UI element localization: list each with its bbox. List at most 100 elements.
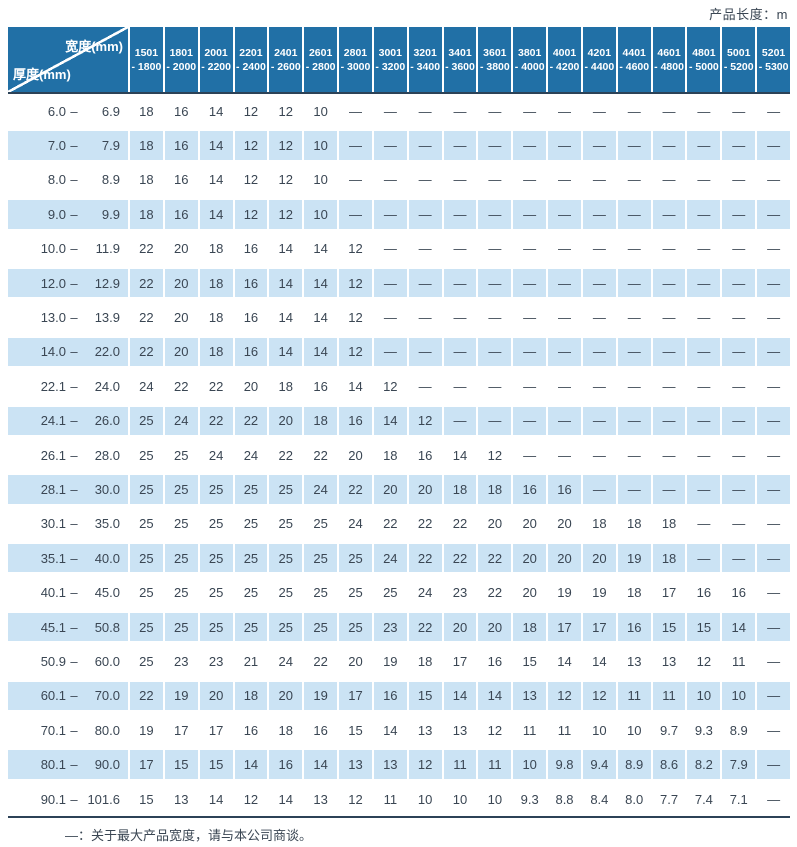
length-value-cell: 14 <box>348 378 363 394</box>
column-header-cell: 3001- 3200 <box>373 27 407 92</box>
no-product-dash-cell: — <box>767 791 781 807</box>
row-header-cell: 12.0–12.9 <box>8 265 128 301</box>
length-value-cell: 12 <box>696 653 712 669</box>
no-product-dash-cell: — <box>662 172 676 188</box>
length-value-cell: 18 <box>626 516 642 532</box>
length-value-cell: 10 <box>452 791 468 807</box>
column-header-top-line: 3201 <box>413 46 437 59</box>
length-value-cell: 22 <box>130 678 163 714</box>
length-value-cell: 22 <box>383 516 398 532</box>
length-value-cell: 14 <box>208 791 224 807</box>
length-value-cell: 13 <box>417 722 433 738</box>
no-product-dash-cell: — <box>732 310 746 326</box>
no-product-dash-cell: — <box>488 310 502 326</box>
length-value-cell: 12 <box>383 378 398 394</box>
no-product-dash-cell: — <box>627 447 641 463</box>
length-value-cell: 25 <box>383 585 398 601</box>
length-value-cell: 16 <box>234 334 268 370</box>
no-product-dash-cell: — <box>558 310 572 326</box>
length-value-cell: 11 <box>617 678 651 714</box>
length-value-cell: 14 <box>722 609 756 645</box>
no-product-dash-cell: — <box>548 128 581 163</box>
column-header-cell: 2201- 2400 <box>234 27 268 92</box>
length-value-cell: 17 <box>208 722 224 738</box>
no-product-dash-cell: — <box>627 172 641 188</box>
range-separator: – <box>70 619 78 635</box>
length-value-cell: 25 <box>339 609 372 645</box>
column-header-bottom-line: - 4600 <box>619 60 650 73</box>
length-value-cell: 18 <box>626 585 642 601</box>
row-header-cell: 13.0–13.9 <box>8 300 128 334</box>
length-value-cell: 12 <box>234 197 268 232</box>
column-header-bottom-line: - 4200 <box>549 60 580 73</box>
length-value-cell: 12 <box>348 241 363 257</box>
length-value-cell: 12 <box>348 791 363 807</box>
length-value-cell: 11 <box>383 791 398 807</box>
length-value-cell: 14 <box>478 678 512 714</box>
column-header-cell: 4201- 4400 <box>582 27 616 92</box>
no-product-dash-cell: — <box>757 403 790 438</box>
no-product-dash-cell: — <box>697 103 711 119</box>
no-product-dash-cell: — <box>373 197 407 232</box>
range-separator: – <box>70 481 78 497</box>
no-product-dash-cell: — <box>757 747 790 782</box>
table-row: 9.0–9.9 18 16 14 12 12 10— — — — — — — — — — — — — <box>8 197 790 232</box>
no-product-dash-cell: — <box>443 197 477 232</box>
length-value-cell: 18 <box>592 516 607 532</box>
no-product-dash-cell: — <box>523 447 537 463</box>
range-separator: – <box>70 103 78 119</box>
length-value-cell: 10 <box>313 103 328 119</box>
column-header-top-line: 3801 <box>517 46 542 59</box>
length-value-cell: 17 <box>661 585 677 601</box>
no-product-dash-cell: — <box>767 722 781 738</box>
length-value-cell: 20 <box>522 585 537 601</box>
length-value-cell: 14 <box>278 791 294 807</box>
length-value-cell: 25 <box>199 609 233 645</box>
length-value-cell: 14 <box>278 241 294 257</box>
no-product-dash-cell: — <box>348 172 362 188</box>
no-product-dash-cell: — <box>767 103 781 119</box>
no-product-dash-cell: — <box>558 172 572 188</box>
length-value-cell: 18 <box>139 172 154 188</box>
length-value-cell: 25 <box>130 609 163 645</box>
length-value-cell: 24 <box>208 447 224 463</box>
length-value-cell: 18 <box>130 128 163 163</box>
column-header-top-line: 2201 <box>239 46 263 59</box>
table-row: 45.1–50.8 25 25 25 25 25 25 25 23 22 20 20 18 17 17 16 1… <box>8 609 790 645</box>
table-row: 13.0–13.9 22 20 18 16 14 14 12 — — — — — — — — — — — — <box>8 300 790 334</box>
length-value-cell: 20 <box>522 516 537 532</box>
thickness-to-value: 70.0 <box>94 688 120 704</box>
no-product-dash-cell: — <box>722 472 756 507</box>
no-product-dash-cell: — <box>513 128 547 163</box>
no-product-dash-cell: — <box>548 265 581 301</box>
table-header-row: 宽度(mm) 厚度(mm) 1501- 1800 1801- 2000 2001- … <box>8 27 790 94</box>
length-value-cell: 22 <box>452 516 468 532</box>
no-product-dash-cell: — <box>582 472 616 507</box>
length-value-cell: 18 <box>443 472 477 507</box>
length-value-cell: 10 <box>626 722 642 738</box>
no-product-dash-cell: — <box>757 678 790 714</box>
length-value-cell: 20 <box>582 541 616 576</box>
length-value-cell: 9.4 <box>582 747 616 782</box>
length-value-cell: 11 <box>443 747 477 782</box>
length-value-cell: 10 <box>304 128 338 163</box>
no-product-dash-cell: — <box>548 334 581 370</box>
length-value-cell: 25 <box>139 585 154 601</box>
length-value-cell: 11 <box>652 678 686 714</box>
table-row: 90.1–101.6 15 13 14 12 14 13 12 11 10 10 10 9.3 8.8 8.… <box>8 782 790 816</box>
no-product-dash-cell: — <box>767 585 781 601</box>
thickness-axis-label: 厚度(mm) <box>13 67 71 82</box>
no-product-dash-cell: — <box>662 241 676 257</box>
thickness-from-value: 8.0 <box>47 172 66 188</box>
no-product-dash-cell: — <box>732 447 746 463</box>
thickness-from-value: 50.9 <box>40 653 66 669</box>
no-product-dash-cell: — <box>582 265 616 301</box>
length-value-cell: 22 <box>278 447 294 463</box>
column-header-bottom-line: - 3200 <box>375 60 406 73</box>
no-product-dash-cell: — <box>732 172 746 188</box>
length-value-cell: 24 <box>243 447 259 463</box>
no-product-dash-cell: — <box>558 103 572 119</box>
column-header-cell: 4801- 5000 <box>687 27 721 92</box>
column-header-cell: 2601- 2800 <box>304 27 338 92</box>
